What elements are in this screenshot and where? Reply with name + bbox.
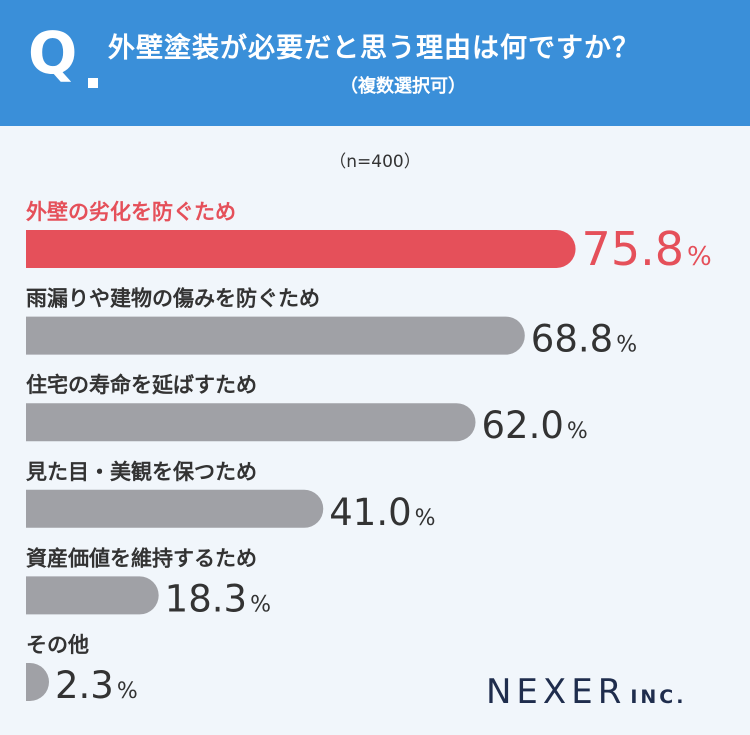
- nexer-logo: NEXER INC.: [486, 672, 686, 712]
- value-label: 68.8%: [531, 318, 637, 361]
- logo-main-text: NEXER: [486, 672, 627, 712]
- bar: [26, 663, 49, 701]
- category-label: 資産価値を維持するため: [26, 546, 257, 570]
- bar: [26, 230, 576, 268]
- bar: [26, 576, 159, 615]
- value-label: 18.3%: [165, 577, 271, 620]
- question-title: 外壁塗装が必要だと思う理由は何ですか？: [108, 33, 640, 64]
- category-label: 見た目・美観を保つため: [26, 460, 257, 484]
- category-label: 外壁の劣化を防ぐため: [26, 200, 236, 224]
- question-q-letter: Q: [28, 19, 78, 87]
- category-label: その他: [26, 633, 89, 657]
- bar: [26, 316, 525, 355]
- value-label: 41.0%: [329, 491, 435, 534]
- category-label: 住宅の寿命を延ばすため: [26, 373, 257, 397]
- bar: [26, 489, 324, 528]
- bar: [26, 403, 476, 442]
- logo-inc-text: INC.: [630, 686, 687, 708]
- question-subtitle: （複数選択可）: [340, 76, 466, 97]
- value-label: 75.8%: [582, 222, 712, 276]
- value-label: 2.3%: [55, 664, 138, 707]
- category-label: 雨漏りや建物の傷みを防ぐため: [26, 287, 320, 311]
- question-q-dot: [88, 78, 98, 88]
- sample-size-label: （n=400）: [329, 152, 421, 172]
- question-header: Q 外壁塗装が必要だと思う理由は何ですか？ （複数選択可）: [0, 0, 750, 126]
- value-label: 62.0%: [482, 404, 588, 447]
